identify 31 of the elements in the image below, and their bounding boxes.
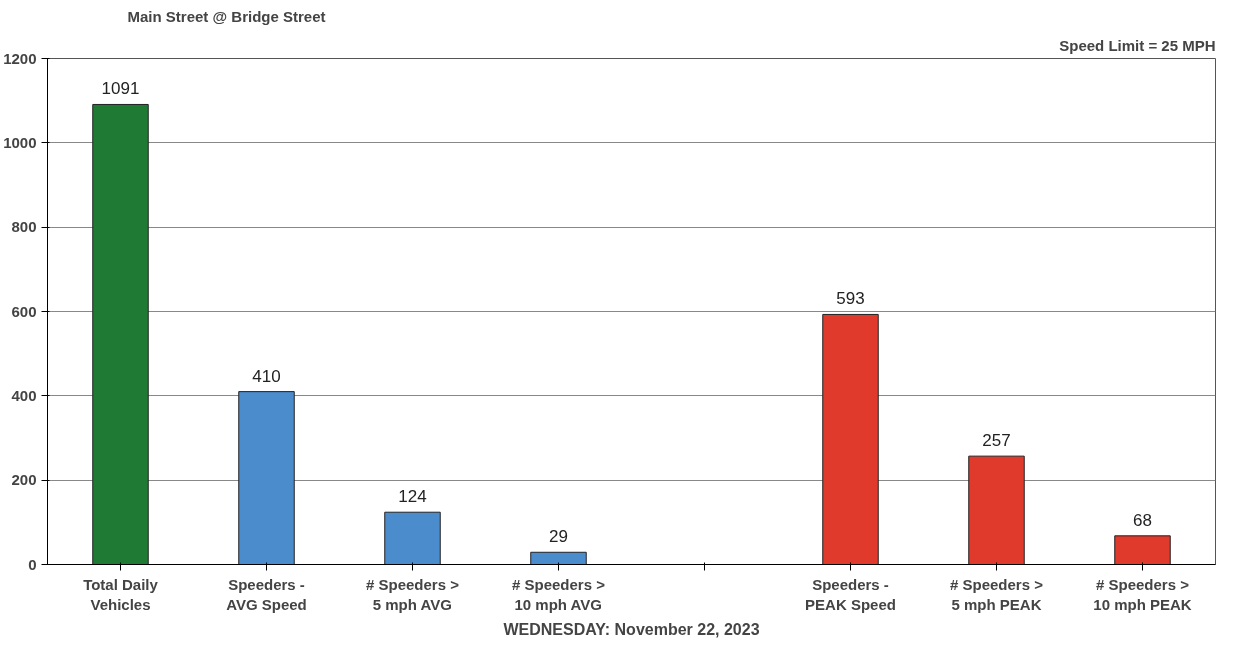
y-tick-label: 800	[11, 218, 37, 236]
data-label: 1091	[101, 79, 140, 99]
bar	[1114, 535, 1171, 565]
y-tick-label: 1200	[3, 49, 37, 67]
data-label: 593	[836, 289, 865, 309]
bar	[384, 511, 441, 565]
y-tick-label: 600	[11, 302, 37, 320]
x-tick-label: Total Daily Vehicles	[83, 575, 159, 613]
y-tick-label: 0	[28, 555, 37, 573]
x-tick-label: Speeders - PEAK Speed	[805, 575, 896, 613]
data-label: 410	[252, 366, 281, 386]
bar	[238, 391, 295, 565]
bar	[530, 551, 587, 565]
data-label: 29	[549, 527, 568, 547]
chart-title: Main Street @ Bridge Street	[127, 7, 326, 25]
bar	[822, 313, 879, 565]
y-tick-label: 400	[11, 386, 37, 404]
x-tick-label: Speeders - AVG Speed	[226, 575, 307, 613]
data-label: 124	[398, 487, 427, 507]
data-label: 68	[1133, 510, 1152, 530]
x-tick-label: # Speeders > 10 mph PEAK	[1093, 575, 1192, 613]
bar	[92, 103, 149, 565]
x-axis-title: WEDNESDAY: November 22, 2023	[503, 620, 760, 638]
text: Speed Limit = 25 MPH	[1059, 36, 1216, 54]
x-tick-label: # Speeders > 5 mph AVG	[366, 575, 460, 613]
y-tick-label: 200	[11, 471, 37, 489]
y-tick-label: 1000	[3, 133, 37, 151]
x-tick-label: # Speeders > 10 mph AVG	[512, 575, 606, 613]
data-label: 257	[982, 431, 1011, 451]
bar	[968, 455, 1025, 565]
x-tick-label: # Speeders > 5 mph PEAK	[950, 575, 1044, 613]
